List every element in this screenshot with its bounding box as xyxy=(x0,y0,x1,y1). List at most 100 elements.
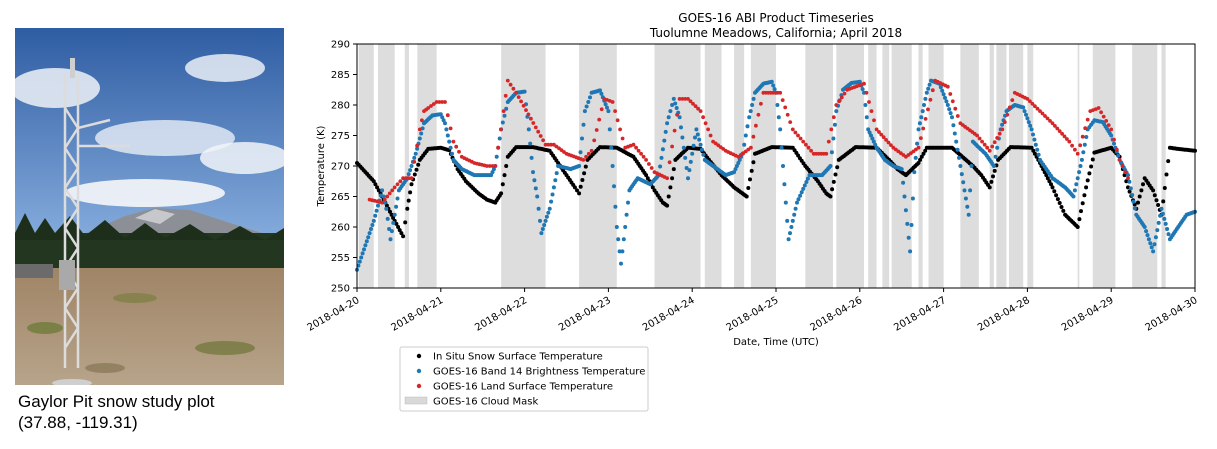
lst-point xyxy=(916,145,921,150)
band14-point xyxy=(1084,135,1089,139)
lst-point xyxy=(675,112,679,117)
band14-point xyxy=(701,152,706,157)
band14-point xyxy=(381,194,386,199)
x-tick-label: 2018-04-24 xyxy=(641,295,697,334)
band14-point xyxy=(522,89,527,94)
lst-point xyxy=(493,164,498,168)
band14-point xyxy=(419,131,424,136)
lst-point xyxy=(1035,106,1040,111)
lst-point xyxy=(987,148,992,153)
in-situ-point xyxy=(396,225,401,229)
in-situ-point xyxy=(502,173,507,178)
band14-point xyxy=(441,118,446,123)
band14-point xyxy=(599,91,604,96)
lst-point xyxy=(387,191,392,196)
lst-point xyxy=(816,151,821,156)
lst-point xyxy=(594,128,599,132)
band14-point xyxy=(544,214,549,219)
band14-point xyxy=(938,85,943,90)
band14-point xyxy=(899,167,904,172)
band14-point xyxy=(965,204,970,209)
band14-point xyxy=(916,127,921,132)
band14-point xyxy=(490,170,495,175)
band14-point xyxy=(1021,105,1026,110)
band14-point xyxy=(690,151,695,156)
in-situ-point xyxy=(1162,186,1167,190)
band14-point xyxy=(863,103,868,107)
lst-point xyxy=(982,142,987,147)
band14-point xyxy=(1152,242,1157,247)
in-situ-point xyxy=(375,185,380,190)
in-situ-point xyxy=(578,184,583,189)
lst-point xyxy=(1106,123,1111,127)
lst-point xyxy=(586,151,591,156)
in-situ-point xyxy=(919,154,924,159)
band14-point xyxy=(665,121,670,126)
band14-point xyxy=(751,96,756,101)
y-axis-label: Temperature (K) xyxy=(316,125,327,207)
band14-point xyxy=(695,132,700,137)
lst-point xyxy=(385,194,390,199)
lst-point xyxy=(1040,111,1045,116)
band14-point xyxy=(1149,245,1154,250)
lst-point xyxy=(1002,120,1007,124)
band14-point xyxy=(551,185,556,190)
lst-point xyxy=(985,145,990,150)
band14-point xyxy=(588,95,592,100)
lst-point xyxy=(708,133,713,138)
lst-point xyxy=(529,116,533,121)
band14-point xyxy=(923,96,928,101)
lst-point xyxy=(1050,121,1055,126)
legend-frame xyxy=(399,346,649,412)
band14-point xyxy=(626,200,630,205)
band14-point xyxy=(617,249,622,254)
cloud-mask-band xyxy=(868,44,877,288)
lst-point xyxy=(1053,124,1057,128)
lst-point xyxy=(533,125,538,130)
band14-point xyxy=(1116,153,1121,158)
lst-point xyxy=(667,160,672,165)
band14-point xyxy=(502,113,507,118)
band14-point xyxy=(910,196,915,201)
band14-point xyxy=(1026,120,1031,125)
band14-point xyxy=(577,164,582,168)
lst-point xyxy=(1055,126,1060,131)
in-situ-point xyxy=(670,176,675,181)
band14-point xyxy=(578,150,583,155)
band14-point xyxy=(869,133,873,138)
band14-point xyxy=(445,133,450,138)
lst-point xyxy=(829,127,834,132)
cloud-mask-band xyxy=(417,44,437,288)
y-tick-label: 250 xyxy=(331,284,350,295)
in-situ-point xyxy=(405,206,410,211)
band14-point xyxy=(792,212,797,217)
band14-point xyxy=(913,155,918,160)
lst-point xyxy=(926,107,930,112)
band14-point xyxy=(1072,188,1077,193)
y-tick-label: 270 xyxy=(331,162,350,173)
lst-point xyxy=(1007,105,1012,110)
lst-point xyxy=(541,138,545,143)
lst-point xyxy=(524,108,528,112)
lst-point xyxy=(686,97,690,101)
band14-point xyxy=(785,218,790,223)
y-tick-label: 275 xyxy=(331,131,350,142)
x-tick-label: 2018-04-28 xyxy=(976,295,1032,334)
lst-point xyxy=(950,99,955,104)
band14-point xyxy=(919,115,924,120)
lst-point xyxy=(1126,176,1130,181)
x-tick-label: 2018-04-30 xyxy=(1144,295,1200,334)
band14-point xyxy=(584,104,589,109)
lst-point xyxy=(508,82,513,87)
lst-point xyxy=(406,176,411,181)
band14-point xyxy=(1081,150,1086,155)
band14-point xyxy=(958,164,963,168)
x-tick-label: 2018-04-27 xyxy=(892,295,948,334)
lst-point xyxy=(995,136,1000,140)
band14-point xyxy=(408,168,413,173)
lst-point xyxy=(1120,164,1125,168)
cloud-mask-band xyxy=(404,44,409,288)
band14-point xyxy=(376,203,380,208)
band14-point xyxy=(362,247,366,252)
band14-point xyxy=(385,216,390,221)
